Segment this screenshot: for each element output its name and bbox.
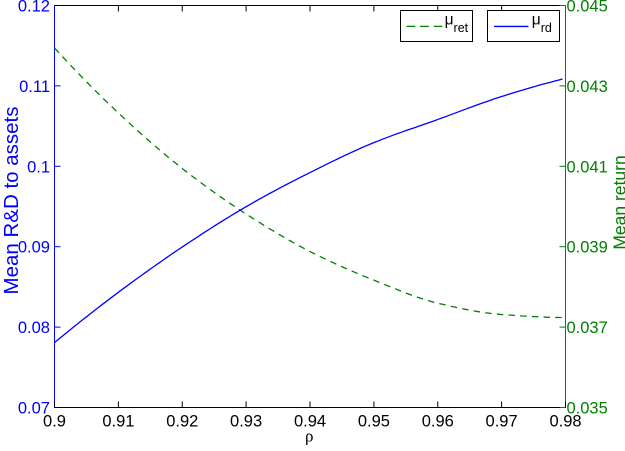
svg-text:0.9: 0.9	[43, 412, 66, 430]
svg-text:0.045: 0.045	[567, 0, 608, 16]
svg-text:0.08: 0.08	[18, 319, 50, 337]
svg-text:Mean return: Mean return	[609, 155, 625, 249]
svg-text:0.12: 0.12	[18, 0, 50, 16]
svg-text:0.043: 0.043	[567, 78, 608, 96]
svg-text:0.037: 0.037	[567, 319, 608, 337]
svg-text:0.09: 0.09	[18, 239, 50, 257]
svg-text:0.93: 0.93	[230, 412, 262, 430]
svg-text:0.039: 0.039	[567, 239, 608, 257]
svg-text:0.041: 0.041	[567, 158, 608, 176]
svg-text:0.95: 0.95	[358, 412, 390, 430]
svg-text:0.91: 0.91	[102, 412, 134, 430]
svg-text:0.92: 0.92	[166, 412, 198, 430]
svg-text:0.1: 0.1	[27, 158, 50, 176]
svg-text:Mean R&D to assets: Mean R&D to assets	[0, 107, 23, 295]
svg-text:ρ: ρ	[305, 427, 313, 446]
svg-text:0.11: 0.11	[19, 78, 50, 96]
svg-text:0.96: 0.96	[422, 412, 454, 430]
svg-text:0.035: 0.035	[567, 400, 608, 418]
svg-text:0.97: 0.97	[486, 412, 518, 430]
svg-text:0.98: 0.98	[549, 412, 581, 430]
svg-text:0.94: 0.94	[294, 412, 326, 430]
svg-text:0.07: 0.07	[18, 400, 50, 418]
